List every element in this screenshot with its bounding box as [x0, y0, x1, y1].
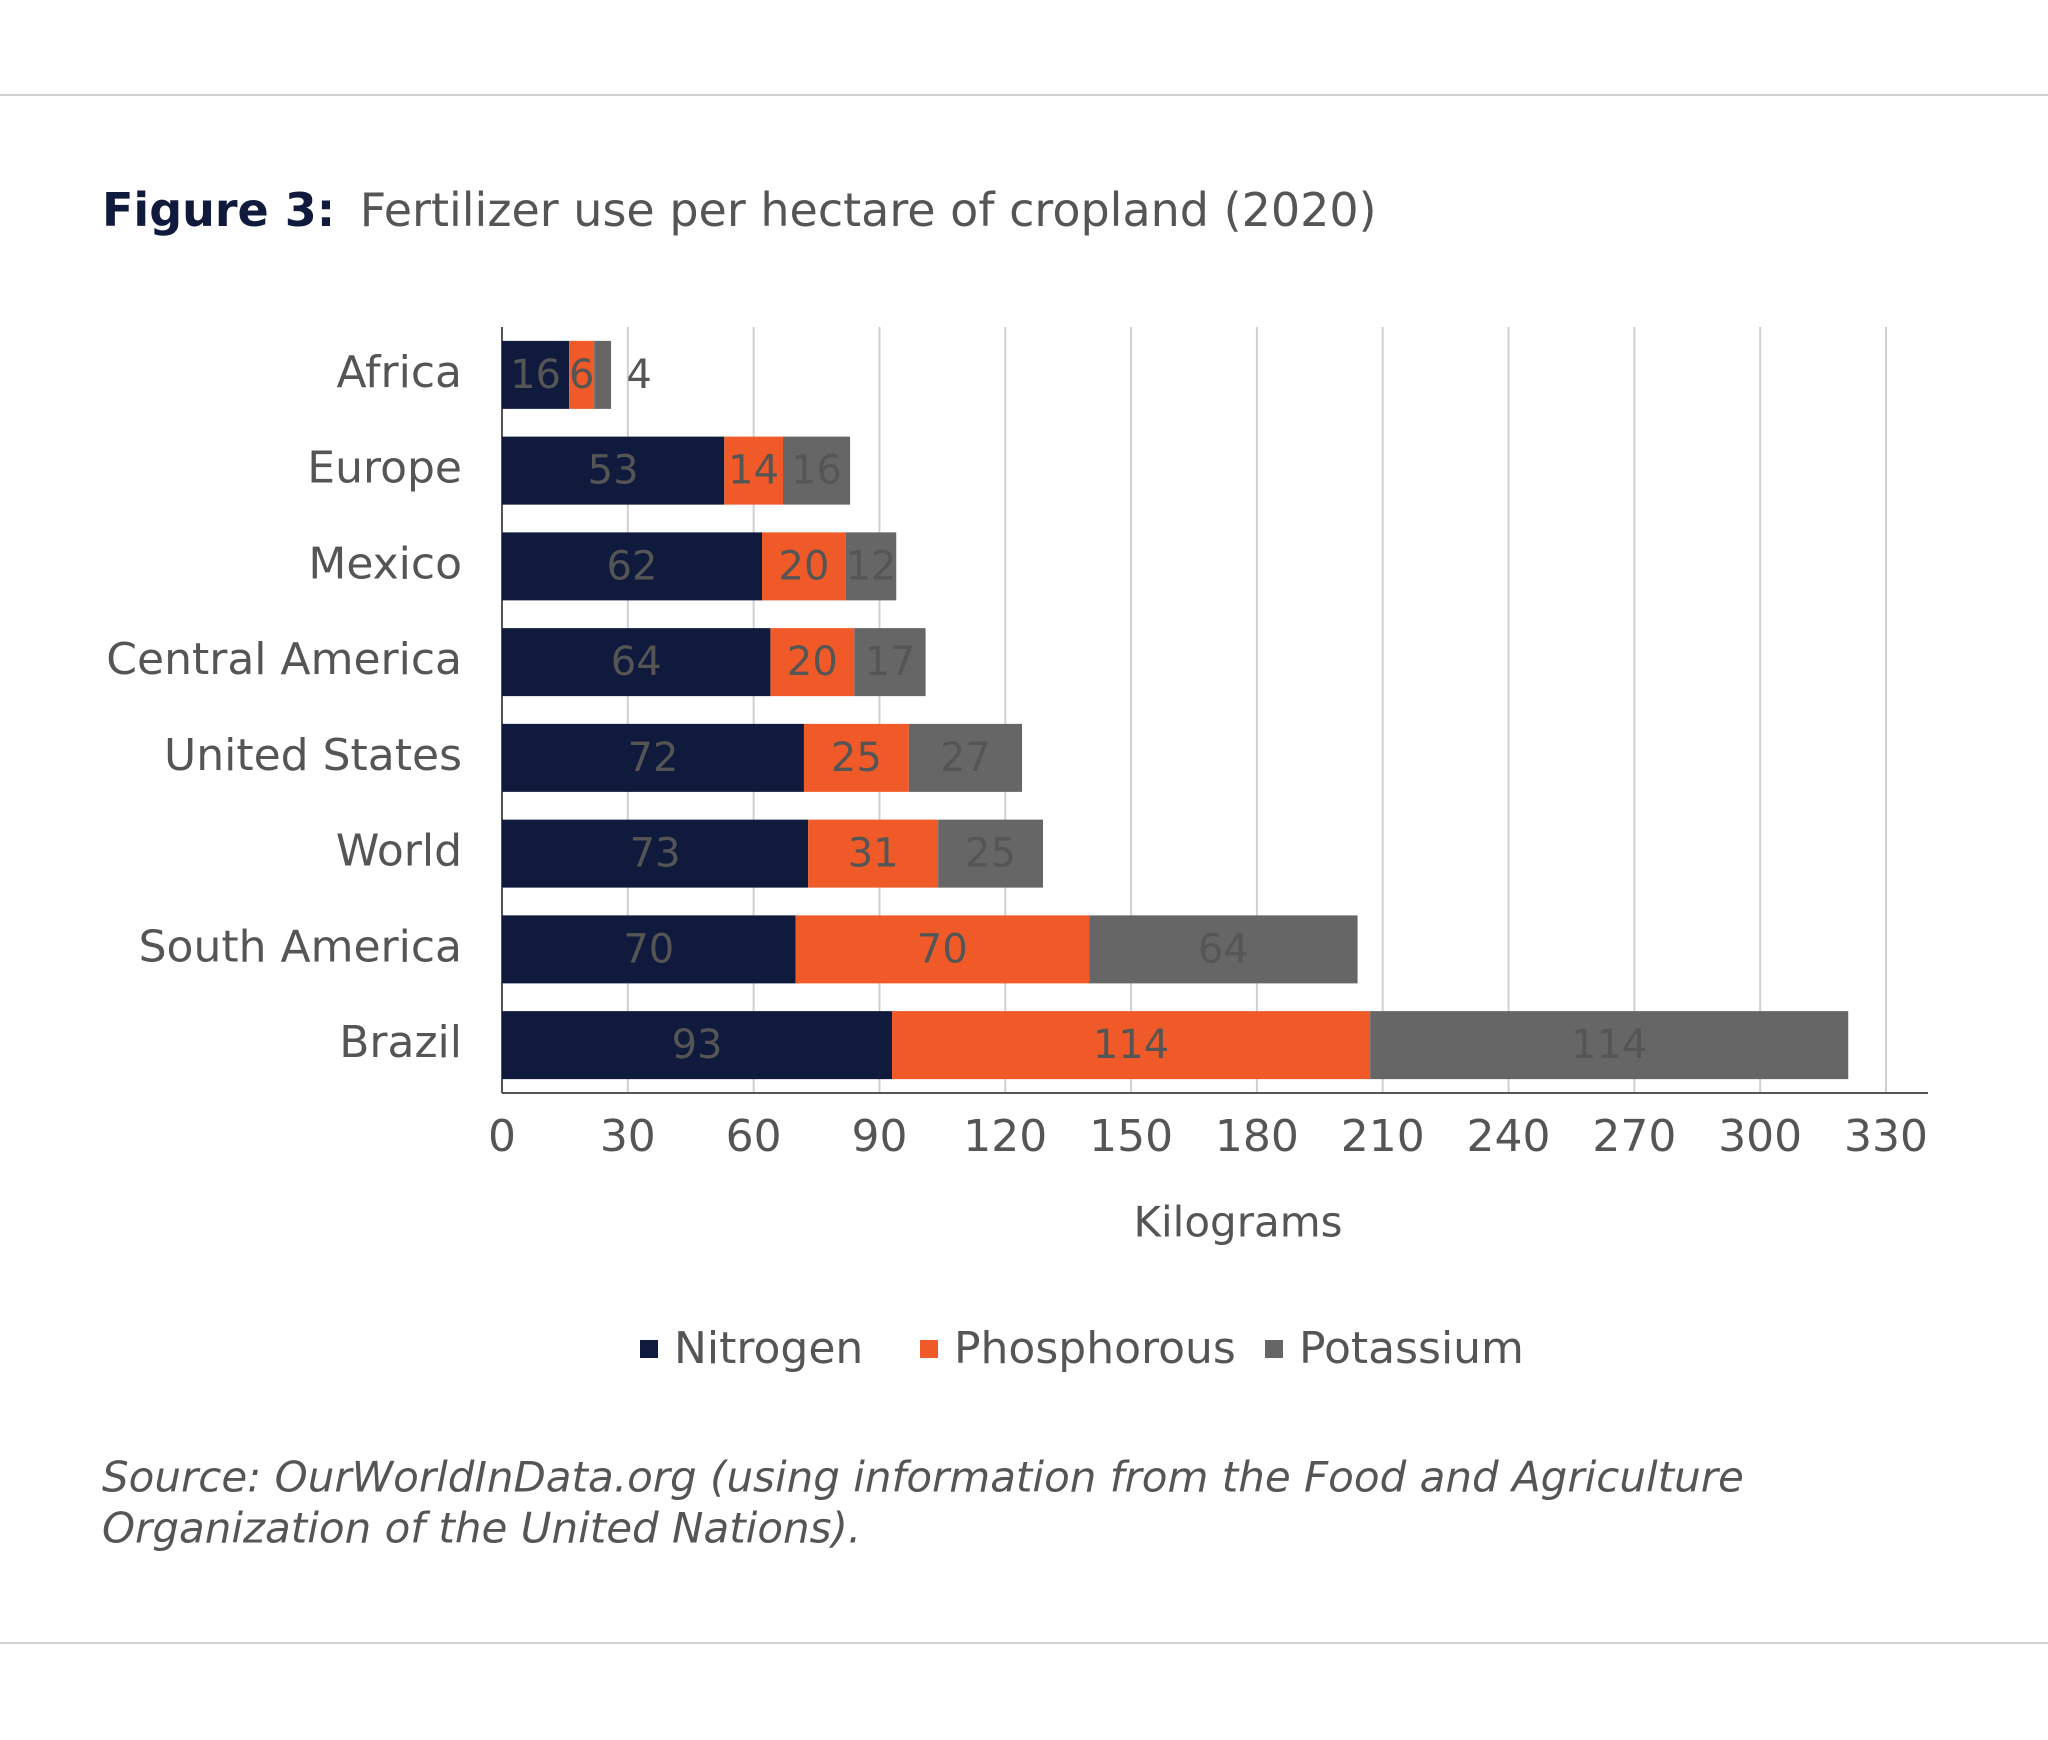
bar-segment — [854, 628, 926, 697]
bar-segment — [502, 532, 763, 601]
bar-segment — [502, 915, 796, 984]
bar-segment — [938, 819, 1044, 888]
bar-segment — [502, 723, 804, 792]
x-tick-label: 210 — [1341, 1111, 1425, 1162]
title-text: Fertilizer use per hectare of cropland (… — [360, 183, 1377, 237]
y-tick-label: World — [336, 826, 462, 877]
x-tick-label: 180 — [1215, 1111, 1299, 1162]
legend-swatch — [640, 1340, 658, 1358]
bar-segment — [724, 436, 783, 505]
data-label: 16 — [510, 352, 561, 398]
x-tick-label: 30 — [600, 1111, 656, 1162]
x-tick-label: 0 — [488, 1111, 516, 1162]
data-label: 72 — [628, 735, 679, 781]
y-tick-label: Brazil — [339, 1017, 462, 1068]
y-tick-label: Africa — [337, 347, 463, 398]
data-label: 70 — [623, 926, 674, 972]
data-label: 25 — [831, 735, 882, 781]
x-tick-label: 150 — [1089, 1111, 1173, 1162]
source-line: Organization of the United Nations). — [102, 1504, 861, 1553]
data-label: 62 — [607, 543, 658, 589]
data-label: 73 — [630, 831, 681, 877]
data-label: 114 — [1571, 1022, 1647, 1068]
data-label: 64 — [1198, 926, 1249, 972]
x-tick-label: 330 — [1844, 1111, 1928, 1162]
legend-swatch — [1265, 1340, 1283, 1358]
bar-segment — [782, 436, 851, 505]
x-axis-label: Kilograms — [1133, 1198, 1342, 1247]
data-label: 31 — [848, 831, 899, 877]
y-tick-label: Europe — [307, 443, 462, 494]
data-label: 20 — [779, 543, 830, 589]
data-label: 27 — [940, 735, 991, 781]
bar-segment — [1370, 1011, 1849, 1080]
data-label: 114 — [1093, 1022, 1169, 1068]
data-label: 6 — [569, 352, 594, 398]
data-label: 20 — [787, 639, 838, 685]
bar-segment — [908, 723, 1023, 792]
bar-segment — [502, 628, 771, 697]
x-tick-label: 240 — [1467, 1111, 1551, 1162]
bar-segment — [770, 628, 855, 697]
title-prefix: Figure 3: — [102, 183, 335, 237]
data-label: 53 — [588, 448, 639, 494]
bar-segment — [808, 819, 939, 888]
bar-segment — [502, 819, 809, 888]
legend-swatch — [920, 1340, 938, 1358]
x-tick-label: 90 — [851, 1111, 907, 1162]
bar-segment — [502, 1011, 893, 1080]
legend-label: Potassium — [1299, 1323, 1524, 1374]
data-label: 64 — [611, 639, 662, 685]
x-tick-label: 60 — [726, 1111, 782, 1162]
bar-segment — [594, 340, 612, 409]
y-tick-label: Central America — [106, 634, 462, 685]
y-tick-label: South America — [139, 921, 462, 972]
data-label: 25 — [965, 831, 1016, 877]
data-label: 14 — [728, 448, 779, 494]
bar-segment — [569, 340, 595, 409]
chart-title: Figure 3: Fertilizer use per hectare of … — [102, 183, 1377, 237]
bar-segment — [762, 532, 846, 601]
bar-segment — [892, 1011, 1371, 1080]
legend-label: Nitrogen — [674, 1323, 863, 1374]
data-label: 70 — [917, 926, 968, 972]
source-line: Source: OurWorldInData.org (using inform… — [102, 1453, 1744, 1502]
legend-label: Phosphorous — [954, 1323, 1236, 1374]
x-tick-label: 270 — [1592, 1111, 1676, 1162]
bar-segment — [1089, 915, 1358, 984]
data-label: 93 — [672, 1022, 723, 1068]
y-tick-label: Mexico — [308, 538, 462, 589]
data-label: 12 — [846, 543, 897, 589]
data-label: 17 — [864, 639, 915, 685]
x-tick-label: 120 — [963, 1111, 1047, 1162]
bar-segment — [803, 723, 909, 792]
data-label: 16 — [791, 448, 842, 494]
y-tick-label: United States — [164, 730, 462, 781]
data-label: 4 — [626, 352, 651, 398]
x-tick-label: 300 — [1718, 1111, 1802, 1162]
bar-segment — [795, 915, 1090, 984]
bar-segment — [502, 436, 725, 505]
bar-segment — [502, 340, 570, 409]
bar-segment — [845, 532, 897, 601]
